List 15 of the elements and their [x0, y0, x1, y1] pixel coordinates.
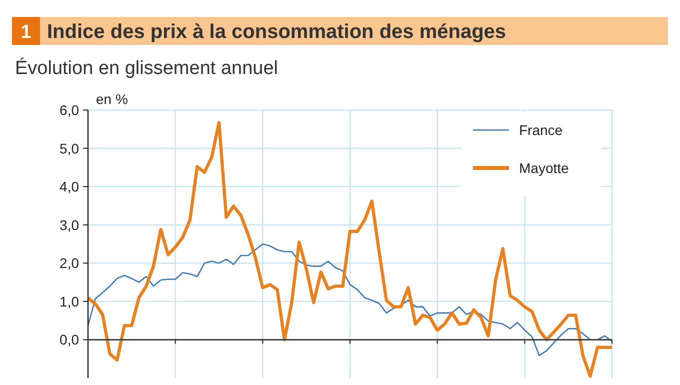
line-series — [87, 243, 613, 356]
legend-label: France — [519, 122, 563, 138]
y-tick-label: 0,0 — [60, 332, 80, 348]
chart-subtitle: Évolution en glissement annuel — [15, 57, 278, 79]
y-tick-label: 3,0 — [60, 216, 80, 233]
y-tick-label: 5,0 — [60, 140, 80, 156]
y-tick-label: 4,0 — [60, 178, 80, 195]
text: 1 — [20, 22, 32, 43]
y-axis-title: en % — [96, 91, 128, 107]
y-tick-label: 6,0 — [60, 102, 80, 118]
y-tick-label: 2,0 — [60, 255, 80, 272]
y-tick-label: 1,0 — [60, 293, 80, 310]
chart-title: Indice des prix à la consommation des ménages — [47, 21, 506, 43]
line-series — [86, 121, 614, 378]
legend-label: Mayotte — [519, 160, 570, 176]
